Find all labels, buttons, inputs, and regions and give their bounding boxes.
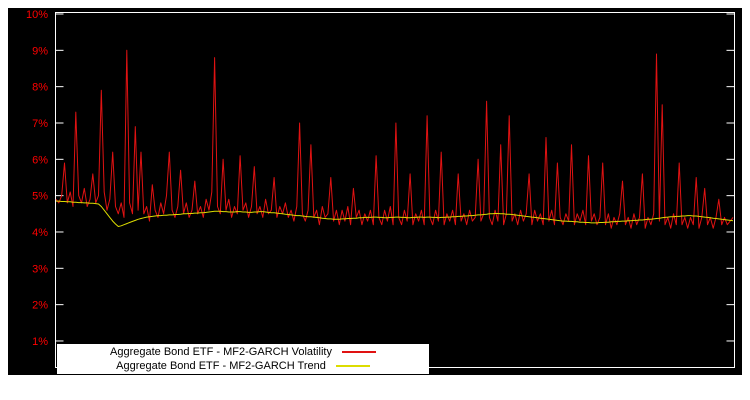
- plot-border: [55, 12, 735, 368]
- y-tick-label: 1%: [32, 336, 48, 348]
- y-tick-label: 4%: [32, 227, 48, 239]
- chart-legend: Aggregate Bond ETF - MF2-GARCH Volatilit…: [57, 344, 429, 374]
- y-tick-label: 6%: [32, 154, 48, 166]
- legend-row-trend: Aggregate Bond ETF - MF2-GARCH Trend: [57, 360, 429, 373]
- legend-row-volatility: Aggregate Bond ETF - MF2-GARCH Volatilit…: [57, 346, 429, 359]
- y-tick-label: 7%: [32, 118, 48, 130]
- y-tick-label: 10%: [26, 9, 48, 21]
- volatility-series-line: [55, 49, 734, 229]
- trend-series-line: [56, 200, 734, 227]
- y-tick-label: 3%: [32, 263, 48, 275]
- y-tick-label: 8%: [32, 82, 48, 94]
- legend-line-volatility-icon: [341, 351, 376, 353]
- y-tick-label: 9%: [32, 45, 48, 57]
- legend-line-trend-icon: [335, 365, 370, 367]
- legend-label-volatility: Aggregate Bond ETF - MF2-GARCH Volatilit…: [110, 345, 332, 358]
- y-tick-label: 2%: [32, 300, 48, 312]
- legend-label-trend: Aggregate Bond ETF - MF2-GARCH Trend: [116, 359, 326, 372]
- y-tick-label: 5%: [32, 191, 48, 203]
